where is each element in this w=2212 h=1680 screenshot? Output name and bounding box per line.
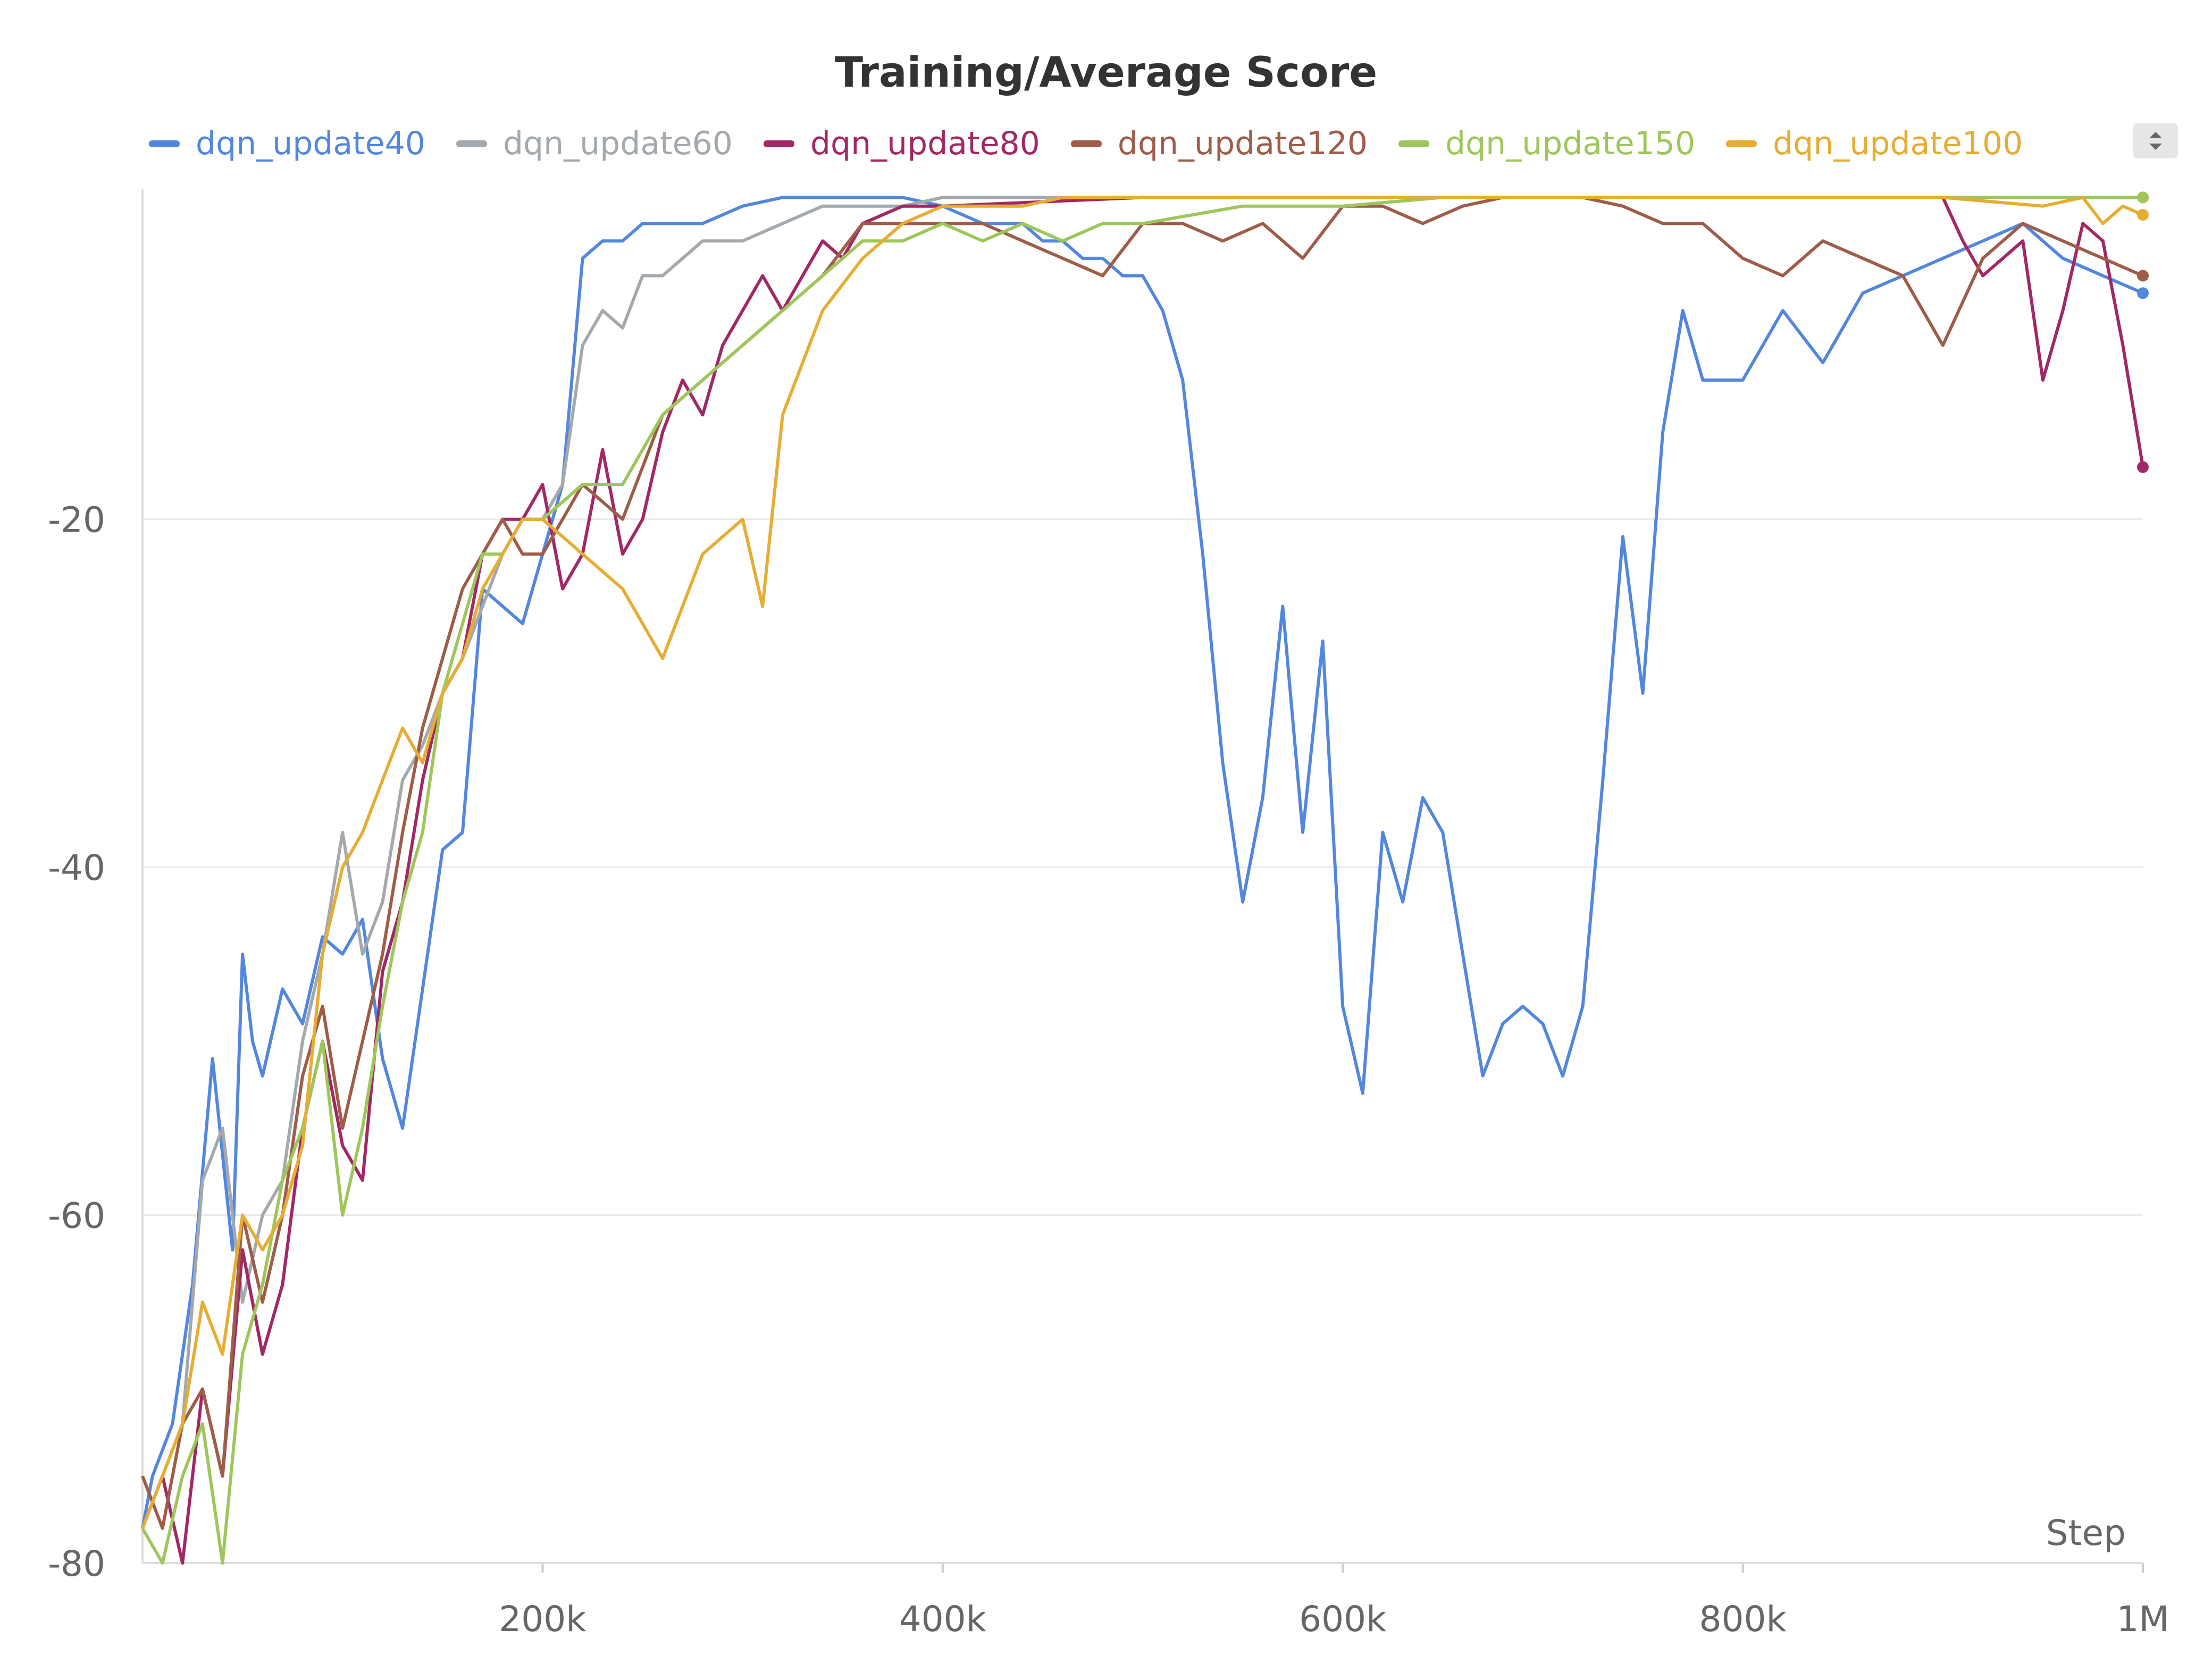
y-tick-label: -20 xyxy=(48,500,105,541)
legend-scroll-arrows-icon xyxy=(2149,132,2162,150)
legend-item-dqn-update80[interactable]: dqn_update80 xyxy=(763,125,1040,162)
y-tick-label: -40 xyxy=(48,847,105,888)
legend-scroll-control[interactable] xyxy=(2133,123,2178,158)
tick-labels: -80 -60 -40 -20 200k 400k 600k 800k 1M xyxy=(48,500,2169,1640)
legend: dqn_update40 dqn_update60 dqn_update80 dqn_… xyxy=(149,122,2054,165)
series-line-dqn-update40 xyxy=(141,196,2144,1529)
legend-label: dqn_update120 xyxy=(1117,125,1368,162)
legend-swatch xyxy=(1726,140,1757,147)
series-end-point-dqn-update150 xyxy=(2137,191,2149,204)
legend-label: dqn_update80 xyxy=(810,125,1040,162)
x-tick-label: 200k xyxy=(499,1599,586,1640)
series-end-point-dqn-update80 xyxy=(2137,461,2149,473)
legend-swatch xyxy=(1070,140,1102,147)
series-end-point-dqn-update40 xyxy=(2137,287,2149,299)
series-line-dqn-update150 xyxy=(141,196,2143,1565)
x-tick-label: 600k xyxy=(1299,1599,1387,1640)
x-axis-label: Step xyxy=(2046,1513,2126,1553)
axes xyxy=(141,189,2144,1573)
series-line-dqn-update100 xyxy=(141,196,2144,1529)
legend-swatch xyxy=(456,140,487,147)
legend-label: dqn_update40 xyxy=(196,125,425,162)
legend-item-dqn-update40[interactable]: dqn_update40 xyxy=(149,125,425,162)
legend-item-dqn-update150[interactable]: dqn_update150 xyxy=(1398,125,1695,162)
series-line-dqn-update120 xyxy=(141,196,2144,1530)
legend-item-dqn-update60[interactable]: dqn_update60 xyxy=(456,125,733,162)
x-tick-label: 400k xyxy=(899,1599,987,1640)
legend-item-dqn-update100[interactable]: dqn_update100 xyxy=(1726,125,2023,162)
series-lines xyxy=(141,191,2149,1565)
series-line-dqn-update60 xyxy=(141,196,2143,1529)
y-tick-label: -60 xyxy=(48,1196,105,1237)
legend-label: dqn_update60 xyxy=(502,125,733,162)
grid-lines xyxy=(143,518,2143,1216)
legend-swatch xyxy=(149,140,180,147)
legend-swatch xyxy=(763,140,794,147)
legend-label: dqn_update100 xyxy=(1773,125,2023,162)
legend-item-dqn-update120[interactable]: dqn_update120 xyxy=(1070,125,1368,162)
legend-swatch xyxy=(1398,140,1429,147)
x-tick-label: 800k xyxy=(1699,1599,1787,1640)
series-end-point-dqn-update100 xyxy=(2137,209,2149,221)
x-tick-label: 1M xyxy=(2117,1599,2169,1640)
chart-title: Training/Average Score xyxy=(834,49,1378,97)
series-end-point-dqn-update120 xyxy=(2137,270,2149,282)
legend-label: dqn_update150 xyxy=(1445,125,1696,162)
series-line-dqn-update80 xyxy=(141,196,2144,1565)
y-tick-label: -80 xyxy=(48,1543,105,1584)
